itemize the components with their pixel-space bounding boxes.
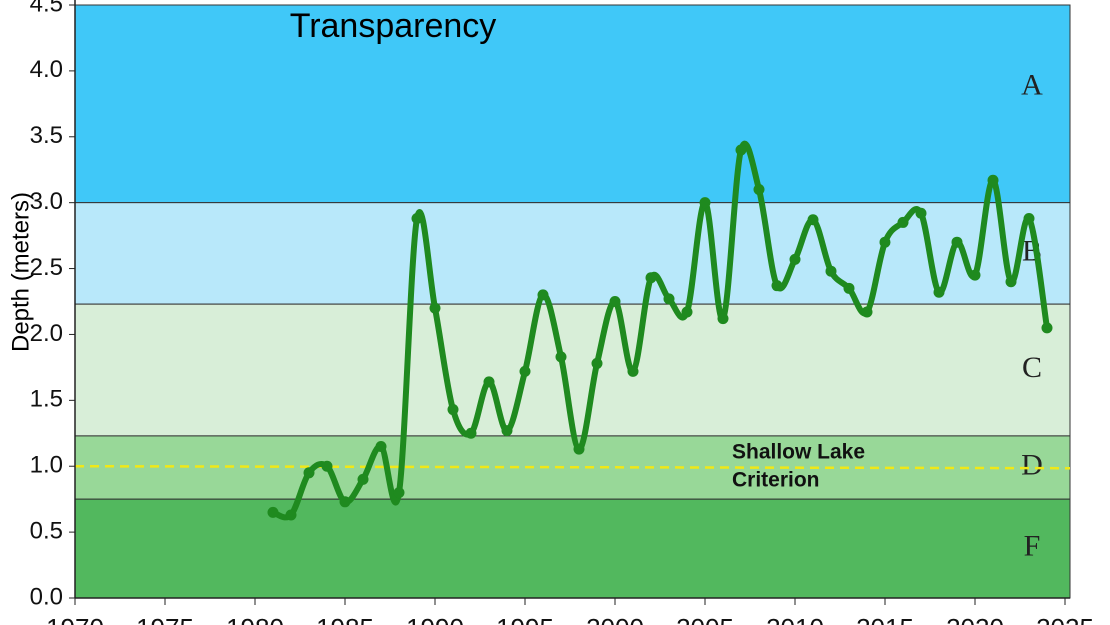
data-point (1005, 276, 1017, 288)
x-tick-label: 2010 (766, 613, 824, 625)
y-tick-label: 3.0 (30, 188, 63, 215)
data-point (915, 207, 927, 219)
grade-label: C (1022, 351, 1042, 384)
data-point (771, 280, 783, 292)
data-point (519, 365, 531, 377)
chart-title: Transparency (290, 7, 497, 45)
y-tick-label: 1.0 (30, 452, 63, 479)
grade-label: F (1024, 529, 1041, 562)
data-point (339, 496, 351, 508)
data-point (1041, 322, 1053, 334)
x-tick-label: 1990 (406, 613, 464, 625)
data-point (609, 296, 621, 307)
data-point (465, 427, 477, 439)
data-point (483, 376, 495, 388)
data-point (861, 306, 873, 318)
y-tick-label: 4.5 (30, 0, 63, 17)
data-point (393, 487, 405, 499)
data-point (645, 272, 657, 284)
data-point (537, 289, 549, 301)
x-tick-label: 1970 (46, 613, 104, 625)
data-point (879, 236, 891, 248)
data-point (951, 236, 963, 248)
data-point (1023, 212, 1035, 224)
data-point (447, 404, 459, 416)
data-point (267, 506, 279, 518)
x-tick-label: 1975 (136, 613, 194, 625)
threshold-label: Shallow Lake (732, 441, 865, 464)
data-point (303, 467, 315, 479)
data-point (969, 269, 981, 281)
threshold-line (74, 464, 1071, 470)
data-point (753, 183, 765, 195)
x-tick-label: 1995 (496, 613, 554, 625)
data-point (411, 212, 423, 224)
y-axis-label: Depth (meters) (7, 192, 34, 352)
x-tick-label: 2005 (676, 613, 734, 625)
x-tick-label: 1980 (226, 613, 284, 625)
data-point (663, 293, 675, 305)
data-point (501, 425, 513, 437)
data-point (933, 286, 945, 298)
data-point (555, 351, 567, 363)
data-point (573, 443, 585, 455)
y-tick-label: 0.5 (30, 517, 63, 544)
data-point (681, 306, 693, 318)
data-point (285, 509, 297, 521)
bands (74, 4, 1071, 599)
y-tick-label: 2.0 (30, 320, 63, 347)
x-tick-label: 2025 (1036, 613, 1094, 625)
y-tick-label: 3.5 (30, 122, 63, 149)
y-tick-label: 0.0 (30, 583, 63, 610)
data-point (591, 357, 603, 369)
x-tick-label: 2000 (586, 613, 644, 625)
grade-band (74, 4, 1071, 204)
y-tick-label: 4.0 (30, 56, 63, 83)
data-point (897, 216, 909, 228)
data-point (717, 313, 729, 325)
data-point (627, 365, 639, 377)
data-point (843, 282, 855, 294)
data-point (807, 214, 819, 226)
data-line (271, 140, 1050, 521)
x-tick-label: 2020 (946, 613, 1004, 625)
y-tick-label: 2.5 (30, 254, 63, 281)
x-tick-label: 2015 (856, 613, 914, 625)
data-point (699, 197, 711, 209)
data-point (825, 265, 837, 277)
grade-band (74, 498, 1071, 599)
data-point (987, 174, 999, 186)
data-point (375, 440, 387, 452)
grade-label: D (1021, 448, 1043, 481)
data-point (789, 253, 801, 265)
data-point (321, 460, 333, 472)
data-point (429, 302, 441, 314)
grade-label: A (1021, 69, 1043, 102)
data-point (357, 473, 369, 485)
threshold-label: Criterion (732, 469, 820, 492)
data-point (735, 144, 747, 156)
y-tick-label: 1.5 (30, 386, 63, 413)
x-tick-label: 1985 (316, 613, 374, 625)
